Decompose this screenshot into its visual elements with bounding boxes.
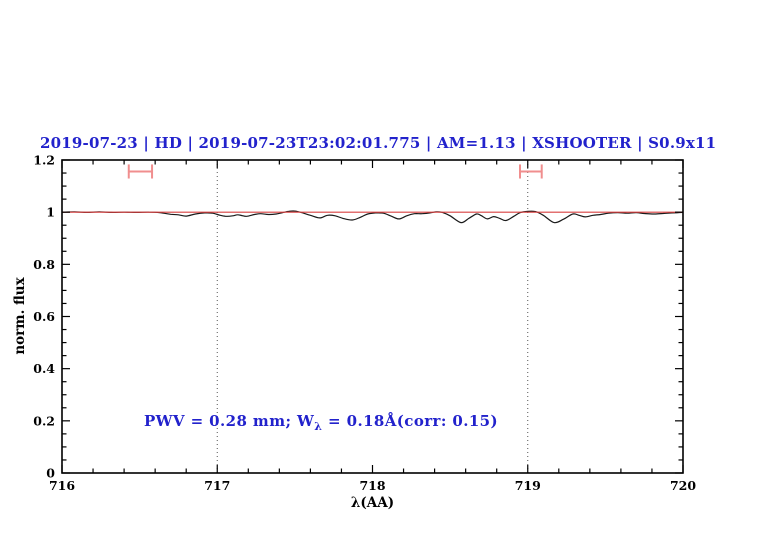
lambda-subscript: λ	[314, 420, 323, 433]
y-tick-label: 0.2	[33, 413, 55, 428]
x-tick-label: 717	[204, 478, 230, 493]
x-tick-label: 720	[670, 478, 696, 493]
y-tick-label: 1.2	[33, 153, 55, 168]
pwv-annotation: PWV = 0.28 mm; Wλ = 0.18Å(corr: 0.15)	[144, 412, 498, 433]
observed-spectrum-line	[61, 210, 684, 224]
pwv-annotation-prefix: PWV = 0.28 mm; W	[144, 412, 315, 430]
y-tick-label: 0.6	[33, 309, 55, 324]
pwv-annotation-suffix: = 0.18Å(corr: 0.15)	[322, 412, 499, 430]
x-tick-label: 719	[515, 478, 541, 493]
x-axis-label: λ(AA)	[350, 495, 395, 511]
y-tick-label: 0.4	[33, 361, 55, 376]
y-tick-label: 0.8	[33, 257, 55, 272]
figure-title: 2019-07-23 | HD | 2019-07-23T23:02:01.77…	[40, 134, 717, 152]
y-tick-label: 0	[46, 466, 55, 481]
x-tick-label: 716	[49, 478, 75, 493]
y-tick-label: 1	[46, 205, 55, 220]
x-tick-label: 718	[359, 478, 385, 493]
